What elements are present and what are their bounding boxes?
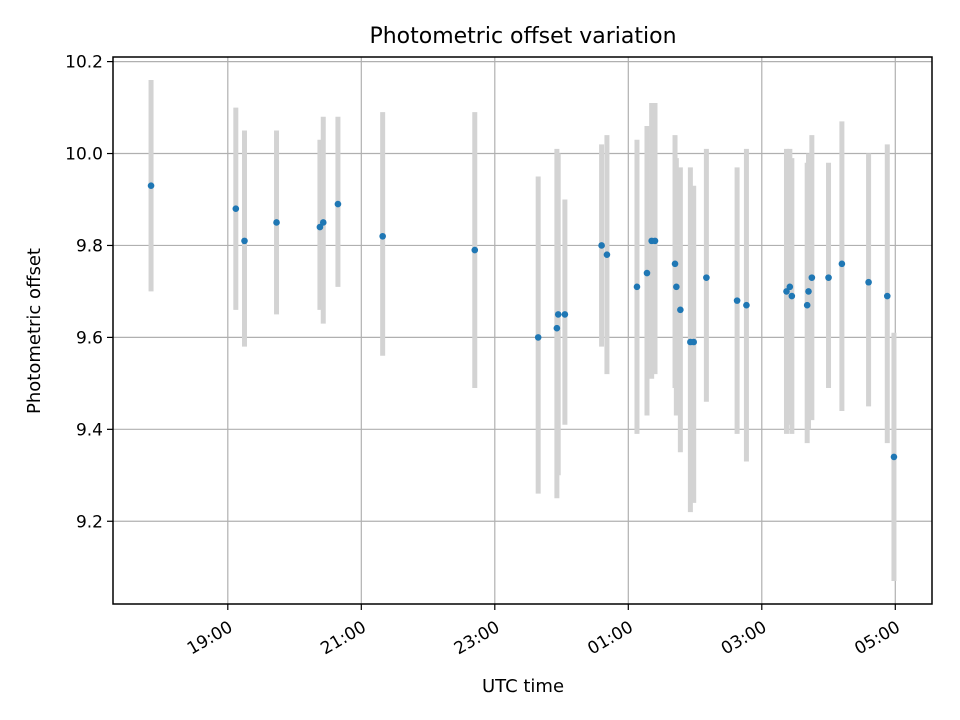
data-point xyxy=(883,292,891,300)
data-point xyxy=(554,311,562,318)
y-tick-label: 9.6 xyxy=(76,328,103,348)
gridlines xyxy=(113,57,932,604)
data-point xyxy=(838,260,846,268)
data-point xyxy=(561,311,569,318)
data-point xyxy=(733,297,741,304)
data-point xyxy=(553,324,561,332)
data-point xyxy=(316,223,324,231)
data-point xyxy=(825,274,832,281)
y-tick-label: 9.8 xyxy=(76,236,103,256)
data-point xyxy=(334,200,342,208)
data-points xyxy=(147,182,898,461)
data-point xyxy=(803,301,811,309)
data-point xyxy=(241,237,248,245)
data-point xyxy=(651,237,659,245)
y-tick-label: 9.4 xyxy=(76,420,103,440)
data-point xyxy=(703,274,710,281)
data-point xyxy=(788,292,796,300)
data-point xyxy=(273,219,280,226)
y-axis-label: Photometric offset xyxy=(24,248,45,414)
data-point xyxy=(673,283,680,291)
data-point xyxy=(677,306,684,314)
data-point xyxy=(786,283,794,291)
data-point xyxy=(783,288,790,295)
y-tick-label: 10.2 xyxy=(65,53,103,73)
data-point xyxy=(379,232,386,240)
y-tick-label: 10.0 xyxy=(65,145,103,165)
data-point xyxy=(319,219,327,226)
data-point xyxy=(471,246,479,254)
data-point xyxy=(808,274,816,281)
data-point xyxy=(598,242,605,249)
data-point xyxy=(232,205,240,212)
data-point xyxy=(147,182,155,190)
data-point xyxy=(603,251,611,258)
y-tick-label: 9.2 xyxy=(76,512,103,532)
data-point xyxy=(890,453,898,461)
data-point xyxy=(805,288,812,295)
data-point xyxy=(643,269,651,277)
data-point xyxy=(743,301,750,309)
y-axis-ticks: 9.2 9.4 9.6 9.8 10.0 10.2 xyxy=(65,53,113,532)
data-point xyxy=(534,334,542,341)
plot-area-frame xyxy=(112,56,933,605)
data-point xyxy=(633,283,641,291)
data-point xyxy=(671,260,679,268)
x-axis-label: UTC time xyxy=(482,676,564,697)
data-point xyxy=(865,278,872,286)
chart-title: Photometric offset variation xyxy=(369,24,676,49)
data-point xyxy=(690,338,698,346)
